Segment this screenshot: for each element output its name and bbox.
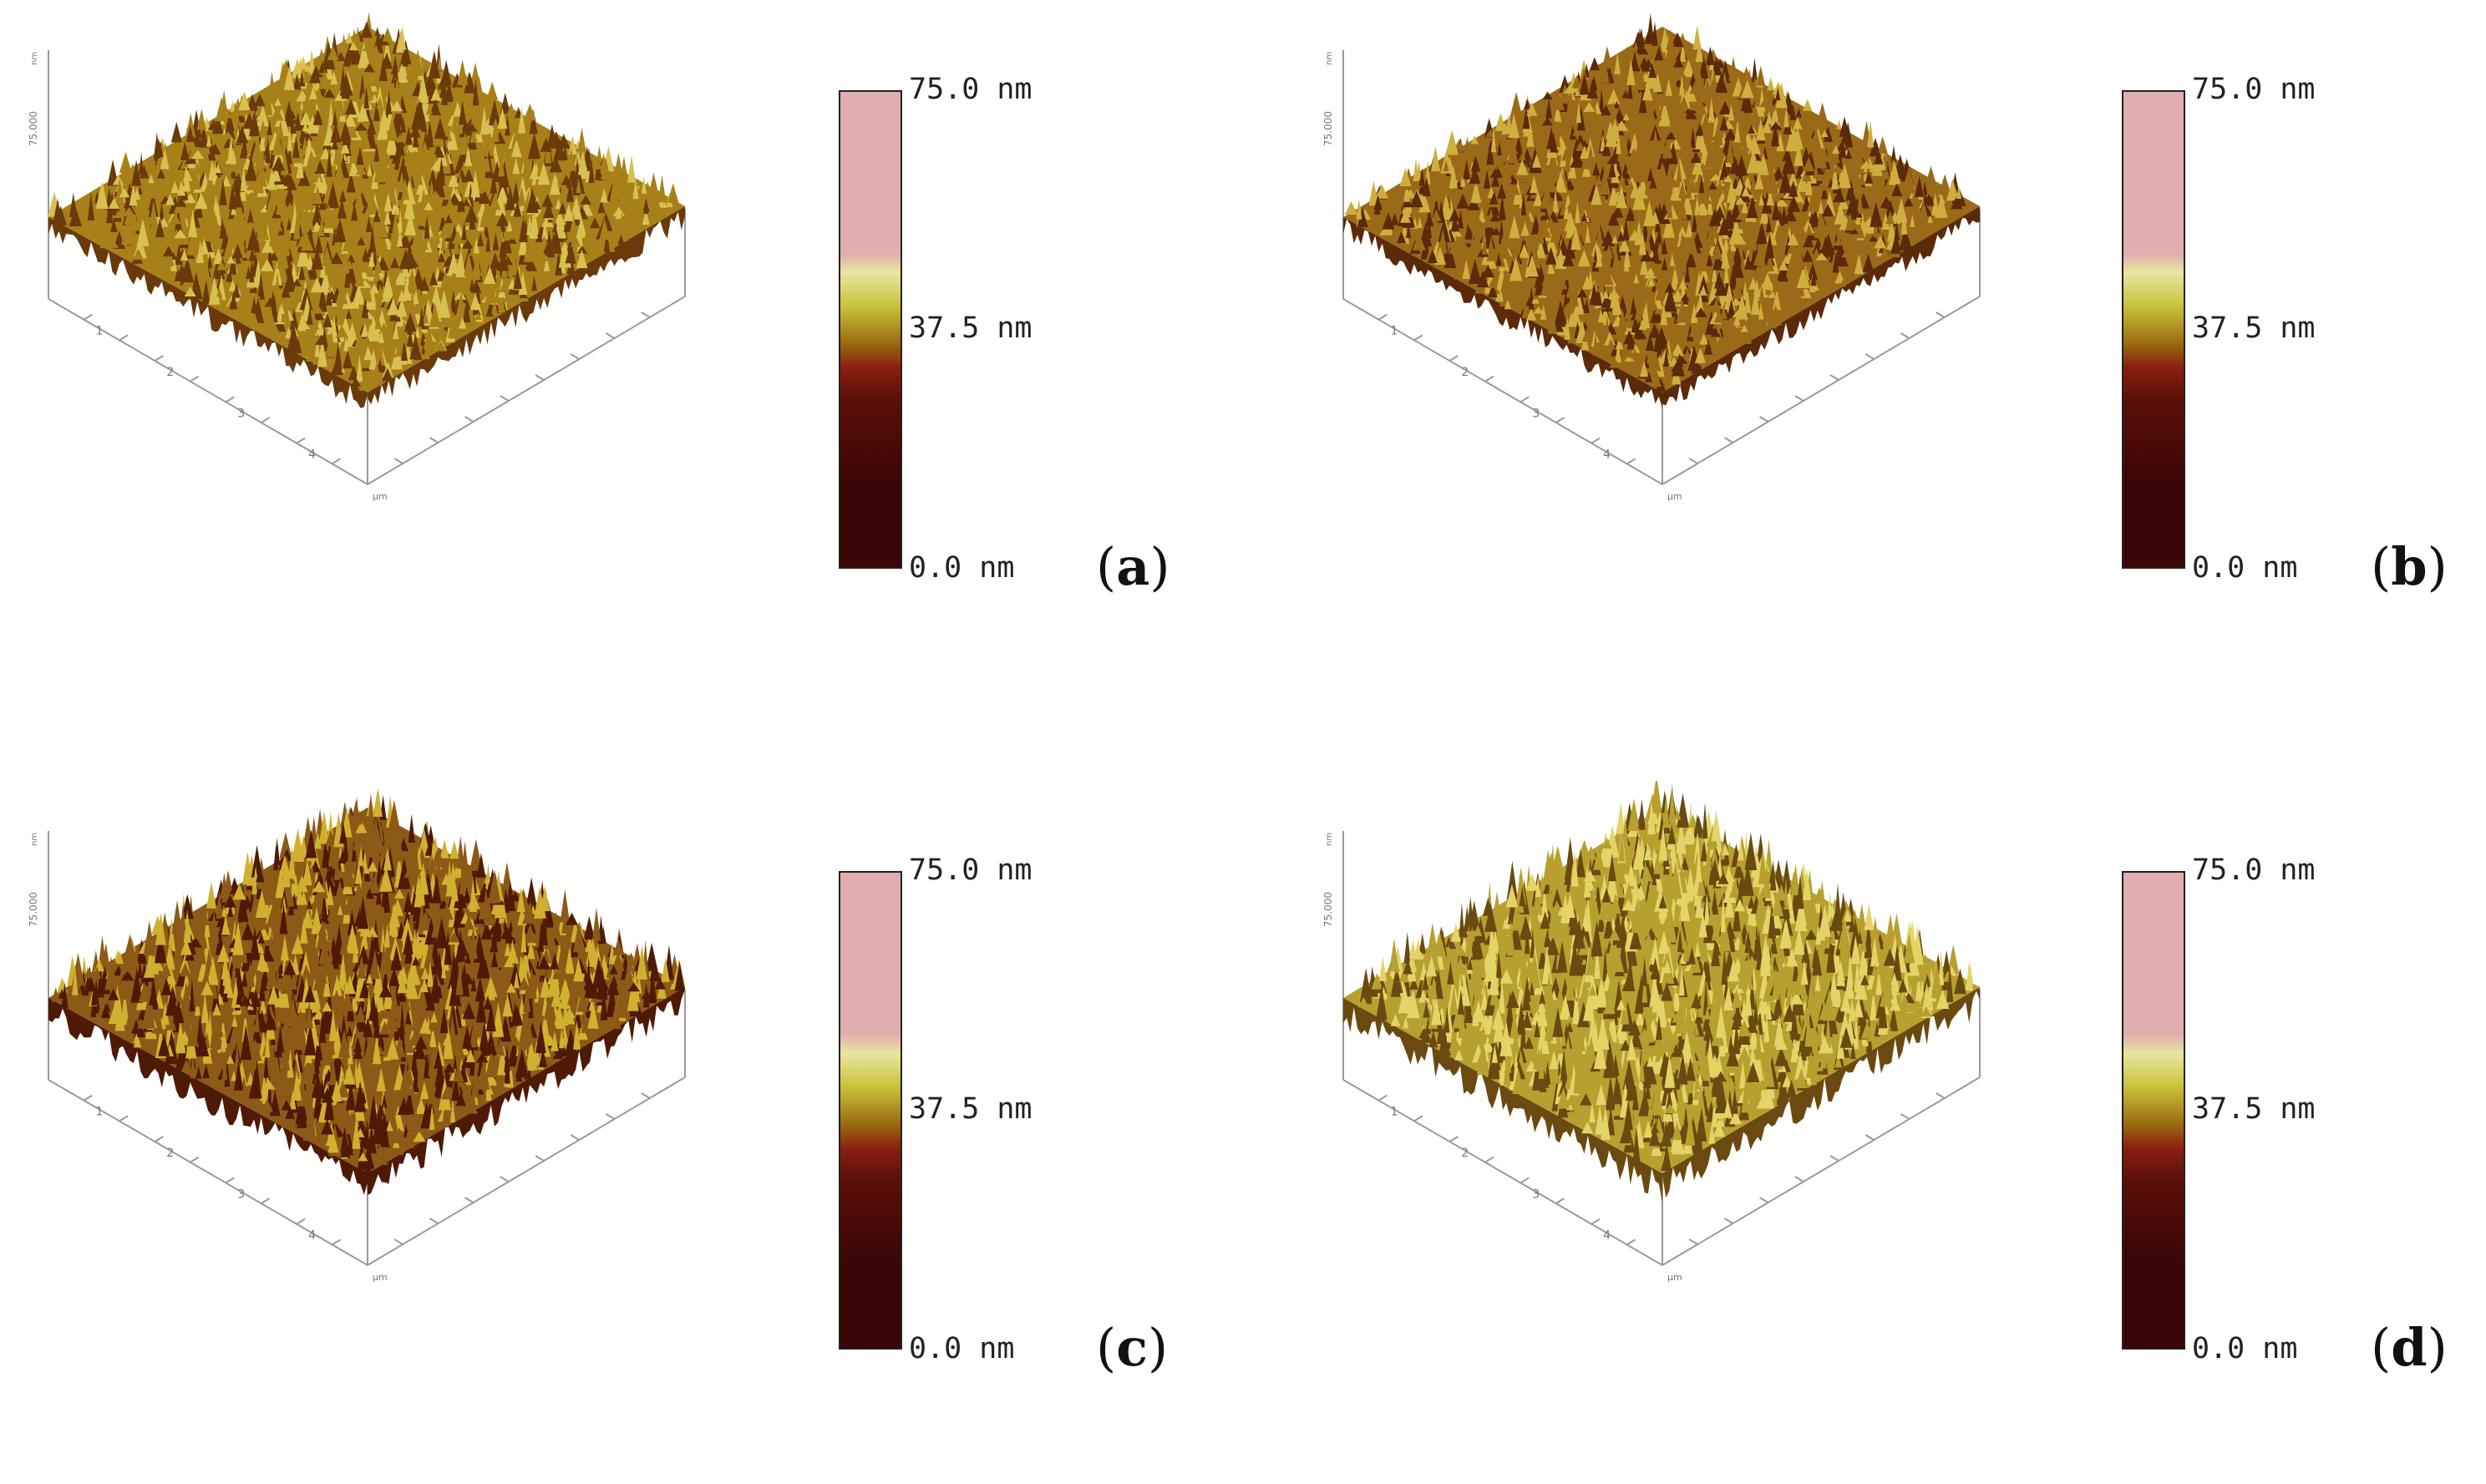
height-color-scale-bar [839,871,902,1350]
afm-xy-tick-label: 2 [166,1147,174,1160]
afm-panel-a: 1 2 3 4 µm 75.000 nm 75.0 nm 37.5 nm 0.0 nm (a) [0,0,1243,703]
afm-z-axis-value-label: 75.000 [28,892,39,927]
scale-min-label: 0.0 nm [2192,1335,2297,1364]
afm-xy-unit-label: µm [373,491,388,502]
afm-xy-tick-label: 2 [166,366,174,379]
afm-xy-tick-label: 1 [1390,325,1398,338]
scale-max-label: 75.0 nm [2192,75,2316,104]
afm-z-axis-value-label: 75.000 [1322,111,1334,146]
scale-max-label: 75.0 nm [909,856,1032,885]
afm-xy-tick-label: 1 [95,1106,103,1119]
scale-mid-label: 37.5 nm [909,1095,1032,1124]
scale-mid-label: 37.5 nm [909,314,1032,343]
afm-xy-unit-label: µm [373,1272,388,1283]
afm-z-axis-unit-label: nm [30,52,39,65]
scale-min-label: 0.0 nm [909,554,1014,583]
afm-3d-surface-plot: 1 2 3 4 µm 75.000 nm [1295,781,2030,1315]
afm-panel-b: 1 2 3 4 µm 75.000 nm 75.0 nm 37.5 nm 0.0 nm (b) [1295,0,2486,703]
afm-3d-surface-plot: 1 2 3 4 µm 75.000 nm [0,0,735,534]
afm-xy-tick-label: 2 [1461,1147,1469,1160]
afm-topography-surface [48,13,685,408]
afm-z-axis-unit-label: nm [1325,52,1334,65]
panel-label: (d) [2371,1322,2448,1374]
scale-min-label: 0.0 nm [2192,554,2297,583]
afm-xy-tick-label: 3 [1532,1188,1540,1201]
afm-xy-tick-label: 2 [1461,366,1469,379]
panel-label: (a) [1096,541,1170,593]
afm-topography-surface [1343,781,1980,1203]
afm-z-axis-value-label: 75.000 [1322,892,1334,927]
afm-xy-tick-label: 4 [308,448,316,462]
scale-max-label: 75.0 nm [909,75,1032,104]
afm-z-axis-value-label: 75.000 [28,111,39,146]
afm-panel-d: 1 2 3 4 µm 75.000 nm 75.0 nm 37.5 nm 0.0 nm (d) [1295,781,2486,1484]
afm-xy-tick-label: 4 [308,1229,316,1243]
scale-mid-label: 37.5 nm [2192,314,2316,343]
panel-label: (b) [2371,541,2448,593]
afm-xy-unit-label: µm [1667,1272,1682,1283]
afm-3d-surface-plot: 1 2 3 4 µm 75.000 nm [1295,0,2030,534]
afm-xy-tick-label: 4 [1603,1229,1611,1243]
scale-max-label: 75.0 nm [2192,856,2316,885]
afm-panel-c: 1 2 3 4 µm 75.000 nm 75.0 nm 37.5 nm 0.0 nm (c) [0,781,1243,1484]
panel-label: (c) [1096,1322,1168,1374]
afm-xy-tick-label: 1 [1390,1106,1398,1119]
afm-z-axis-unit-label: nm [30,833,39,846]
afm-xy-tick-label: 3 [237,1188,245,1201]
scale-min-label: 0.0 nm [909,1335,1014,1364]
afm-xy-unit-label: µm [1667,491,1682,502]
afm-3d-surface-plot: 1 2 3 4 µm 75.000 nm [0,781,735,1315]
afm-xy-tick-label: 3 [237,407,245,420]
afm-topography-surface [1343,13,1980,408]
height-color-scale-bar [2122,871,2185,1350]
scale-mid-label: 37.5 nm [2192,1095,2316,1124]
height-color-scale-bar [2122,90,2185,569]
afm-xy-tick-label: 4 [1603,448,1611,462]
afm-xy-tick-label: 3 [1532,407,1540,420]
height-color-scale-bar [839,90,902,569]
afm-z-axis-unit-label: nm [1325,833,1334,846]
afm-xy-tick-label: 1 [95,325,103,338]
